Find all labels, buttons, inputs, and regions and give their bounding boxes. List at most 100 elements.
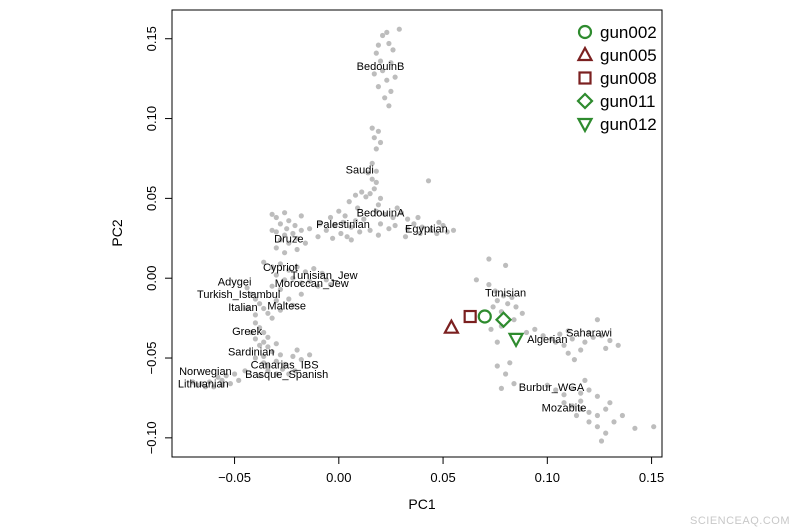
reference-point bbox=[269, 264, 275, 270]
reference-point bbox=[392, 222, 398, 229]
reference-point bbox=[586, 329, 592, 336]
reference-point bbox=[415, 214, 421, 221]
reference-point bbox=[607, 337, 613, 344]
reference-point bbox=[307, 352, 313, 358]
reference-point bbox=[603, 345, 609, 351]
reference-point bbox=[598, 438, 605, 444]
reference-point bbox=[384, 77, 390, 83]
reference-point bbox=[582, 377, 588, 383]
population-label: Tunisian bbox=[485, 288, 526, 300]
legend-marker-gun012 bbox=[576, 117, 594, 134]
reference-point bbox=[486, 282, 492, 288]
legend-label: gun008 bbox=[600, 69, 657, 88]
reference-point bbox=[252, 355, 258, 361]
reference-point bbox=[371, 135, 377, 141]
reference-point bbox=[298, 291, 304, 297]
reference-point bbox=[344, 234, 350, 240]
population-label: Basque_Spanish bbox=[245, 369, 328, 381]
sample-point-gun011 bbox=[494, 311, 513, 329]
reference-point bbox=[273, 214, 279, 221]
reference-point bbox=[373, 50, 379, 56]
sample-points bbox=[443, 309, 525, 349]
population-label: Palestinian bbox=[316, 219, 370, 231]
population-label: Moroccan_Jew bbox=[275, 278, 349, 290]
reference-point bbox=[252, 312, 258, 318]
reference-point bbox=[377, 58, 384, 64]
reference-point bbox=[294, 347, 300, 353]
reference-point bbox=[373, 179, 379, 185]
reference-point bbox=[269, 349, 275, 355]
reference-point bbox=[265, 334, 271, 340]
reference-point bbox=[294, 264, 300, 270]
reference-point bbox=[578, 406, 584, 412]
x-axis: −0.05 0.00 0.05 0.10 0.15 bbox=[218, 456, 664, 485]
reference-point bbox=[598, 333, 605, 339]
reference-point bbox=[277, 286, 283, 292]
reference-point bbox=[361, 216, 367, 222]
reference-point bbox=[532, 326, 538, 332]
reference-point bbox=[248, 291, 254, 297]
x-tick-label: 0.15 bbox=[639, 470, 664, 485]
reference-point bbox=[386, 40, 392, 47]
reference-point bbox=[273, 341, 279, 347]
reference-point bbox=[619, 412, 626, 419]
population-label: Druze bbox=[274, 233, 303, 245]
reference-point bbox=[369, 176, 375, 182]
reference-point bbox=[419, 224, 425, 230]
population-label: Tunisian_Jew bbox=[291, 270, 358, 282]
reference-point bbox=[500, 293, 507, 299]
reference-point bbox=[319, 270, 325, 276]
sample-point-gun002 bbox=[477, 309, 492, 324]
reference-point bbox=[265, 368, 271, 374]
population-label: Maltese bbox=[267, 300, 306, 312]
reference-point bbox=[548, 336, 555, 342]
reference-point bbox=[553, 339, 559, 345]
reference-point bbox=[290, 230, 296, 237]
reference-point bbox=[377, 139, 384, 146]
reference-point bbox=[388, 88, 394, 94]
reference-point bbox=[317, 221, 323, 227]
reference-point bbox=[590, 334, 596, 340]
reference-point bbox=[265, 344, 271, 350]
legend-entry-gun011: gun011 bbox=[576, 92, 655, 111]
legend-entry-gun005: gun005 bbox=[576, 45, 657, 65]
reference-point bbox=[386, 103, 392, 109]
reference-point bbox=[557, 331, 563, 337]
reference-point bbox=[607, 400, 613, 406]
reference-point bbox=[578, 347, 584, 353]
reference-point bbox=[440, 222, 446, 229]
reference-point bbox=[307, 278, 313, 284]
reference-point bbox=[603, 406, 609, 412]
reference-point bbox=[323, 227, 329, 233]
reference-point bbox=[377, 195, 384, 201]
reference-point bbox=[348, 224, 354, 230]
population-label: Adygei bbox=[218, 276, 252, 288]
reference-point bbox=[503, 371, 509, 377]
reference-point bbox=[373, 208, 379, 214]
reference-point bbox=[286, 267, 292, 273]
reference-point bbox=[244, 285, 250, 291]
reference-point bbox=[282, 232, 288, 238]
reference-point bbox=[390, 47, 396, 53]
reference-point bbox=[388, 60, 394, 66]
reference-point bbox=[390, 214, 396, 221]
reference-point bbox=[261, 339, 267, 345]
population-label: Canarias_IBS bbox=[251, 359, 319, 371]
reference-point bbox=[298, 280, 304, 286]
population-label: Egyptian bbox=[405, 224, 448, 236]
reference-point bbox=[386, 226, 392, 232]
reference-point bbox=[434, 230, 440, 237]
reference-point bbox=[371, 71, 377, 77]
y-tick-label: 0.15 bbox=[144, 26, 159, 51]
reference-point bbox=[332, 222, 338, 229]
reference-point bbox=[252, 320, 258, 326]
reference-point bbox=[492, 288, 498, 294]
reference-point bbox=[232, 371, 238, 377]
population-label: Lithuanian bbox=[178, 379, 229, 391]
reference-point bbox=[257, 325, 263, 331]
reference-point bbox=[594, 317, 601, 323]
reference-point bbox=[578, 398, 584, 404]
reference-point bbox=[202, 384, 208, 390]
